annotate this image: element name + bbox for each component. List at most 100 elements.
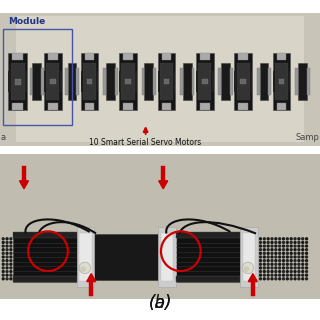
Circle shape bbox=[183, 245, 185, 247]
Circle shape bbox=[179, 278, 181, 280]
Circle shape bbox=[233, 252, 235, 254]
Circle shape bbox=[25, 274, 27, 276]
Circle shape bbox=[260, 249, 261, 251]
Circle shape bbox=[164, 238, 165, 240]
Bar bbox=[221, 63, 230, 100]
Circle shape bbox=[2, 260, 4, 261]
Circle shape bbox=[106, 274, 108, 276]
Bar bbox=[0, 13, 320, 146]
Circle shape bbox=[48, 267, 50, 269]
Circle shape bbox=[210, 252, 212, 254]
Bar bbox=[183, 63, 192, 100]
Circle shape bbox=[117, 271, 119, 273]
Circle shape bbox=[263, 263, 265, 265]
Circle shape bbox=[117, 267, 119, 269]
Circle shape bbox=[71, 260, 73, 261]
Circle shape bbox=[68, 252, 69, 254]
Bar bbox=[12, 103, 23, 110]
Circle shape bbox=[283, 242, 284, 244]
Circle shape bbox=[302, 249, 304, 251]
Bar bbox=[8, 53, 27, 110]
Circle shape bbox=[71, 245, 73, 247]
Circle shape bbox=[225, 274, 227, 276]
Circle shape bbox=[71, 242, 73, 244]
Circle shape bbox=[206, 263, 208, 265]
Text: (a): (a) bbox=[148, 294, 172, 312]
Circle shape bbox=[229, 252, 231, 254]
Bar bbox=[157, 53, 175, 110]
Circle shape bbox=[244, 266, 249, 272]
Circle shape bbox=[144, 245, 146, 247]
Circle shape bbox=[75, 267, 77, 269]
Circle shape bbox=[198, 238, 200, 240]
Circle shape bbox=[221, 274, 223, 276]
Circle shape bbox=[75, 245, 77, 247]
Circle shape bbox=[33, 263, 35, 265]
Circle shape bbox=[102, 252, 104, 254]
Circle shape bbox=[164, 278, 165, 280]
Circle shape bbox=[164, 267, 165, 269]
Circle shape bbox=[125, 238, 127, 240]
Circle shape bbox=[48, 260, 50, 261]
Circle shape bbox=[225, 238, 227, 240]
Circle shape bbox=[160, 274, 162, 276]
Bar bbox=[234, 71, 236, 92]
Circle shape bbox=[33, 256, 35, 258]
Bar bbox=[81, 71, 82, 92]
Circle shape bbox=[37, 278, 39, 280]
Circle shape bbox=[267, 249, 269, 251]
Circle shape bbox=[140, 242, 142, 244]
Bar bbox=[106, 63, 115, 100]
Circle shape bbox=[175, 271, 177, 273]
Circle shape bbox=[267, 271, 269, 273]
Circle shape bbox=[236, 271, 238, 273]
Circle shape bbox=[190, 256, 192, 258]
Circle shape bbox=[294, 256, 296, 258]
Circle shape bbox=[213, 260, 215, 261]
Circle shape bbox=[171, 238, 173, 240]
Circle shape bbox=[80, 266, 86, 272]
Circle shape bbox=[202, 245, 204, 247]
Circle shape bbox=[48, 278, 50, 280]
Circle shape bbox=[294, 252, 296, 254]
Circle shape bbox=[64, 252, 66, 254]
Circle shape bbox=[71, 238, 73, 240]
Circle shape bbox=[106, 278, 108, 280]
Circle shape bbox=[137, 256, 139, 258]
Circle shape bbox=[167, 271, 169, 273]
Circle shape bbox=[190, 271, 192, 273]
Circle shape bbox=[83, 249, 85, 251]
Circle shape bbox=[106, 242, 108, 244]
Circle shape bbox=[79, 278, 81, 280]
Circle shape bbox=[164, 249, 165, 251]
Bar bbox=[234, 53, 252, 110]
Circle shape bbox=[2, 249, 4, 251]
Circle shape bbox=[44, 249, 46, 251]
Circle shape bbox=[164, 260, 165, 261]
Circle shape bbox=[286, 267, 288, 269]
Bar bbox=[85, 53, 94, 60]
Circle shape bbox=[294, 274, 296, 276]
Polygon shape bbox=[87, 274, 96, 282]
Circle shape bbox=[14, 245, 16, 247]
Circle shape bbox=[71, 256, 73, 258]
Circle shape bbox=[10, 238, 12, 240]
Circle shape bbox=[68, 274, 69, 276]
Circle shape bbox=[144, 271, 146, 273]
Circle shape bbox=[229, 267, 231, 269]
Circle shape bbox=[290, 274, 292, 276]
Circle shape bbox=[121, 271, 123, 273]
Circle shape bbox=[33, 260, 35, 261]
Circle shape bbox=[79, 271, 81, 273]
Circle shape bbox=[175, 260, 177, 261]
Circle shape bbox=[221, 267, 223, 269]
Circle shape bbox=[94, 274, 96, 276]
Circle shape bbox=[56, 256, 58, 258]
Circle shape bbox=[286, 242, 288, 244]
Circle shape bbox=[114, 267, 116, 269]
Circle shape bbox=[225, 249, 227, 251]
Circle shape bbox=[133, 263, 135, 265]
Circle shape bbox=[140, 271, 142, 273]
Circle shape bbox=[256, 278, 258, 280]
Circle shape bbox=[60, 274, 62, 276]
